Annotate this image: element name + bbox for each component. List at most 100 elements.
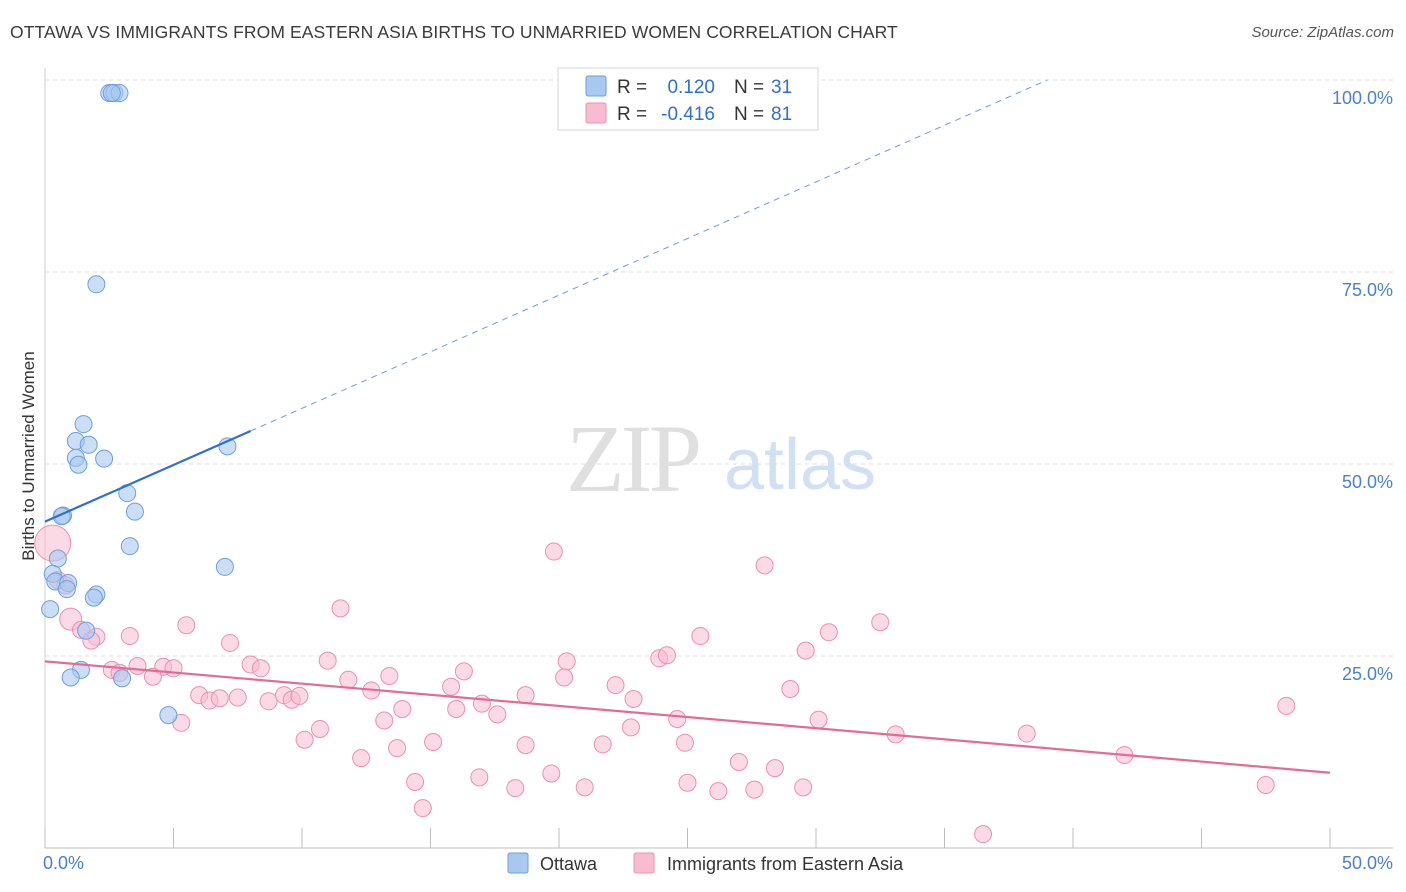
ottawa-point xyxy=(102,84,121,103)
immigrants-point xyxy=(470,768,489,787)
ottawa-point xyxy=(87,275,106,294)
legend-n-label-ottawa: N = xyxy=(734,77,764,98)
immigrants-point xyxy=(544,542,563,561)
immigrants-point xyxy=(624,690,643,709)
immigrants-point xyxy=(228,688,247,707)
legend-n-value-ottawa: 31 xyxy=(771,77,792,98)
immigrants-point xyxy=(454,662,473,681)
immigrants-point xyxy=(380,666,399,685)
immigrants-point xyxy=(1256,776,1275,795)
immigrants-point xyxy=(339,670,358,689)
immigrants-point xyxy=(657,646,676,665)
legend-r-label-immigrants: R = xyxy=(617,104,647,125)
legend-r-value-immigrants: -0.416 xyxy=(661,104,715,125)
x-tick-label-max: 50.0% xyxy=(1342,853,1393,873)
immigrants-points xyxy=(34,524,1296,844)
legend-r-value-ottawa: 0.120 xyxy=(667,77,715,98)
legend-n-value-immigrants: 81 xyxy=(771,104,792,125)
immigrants-point xyxy=(871,613,890,632)
immigrants-point xyxy=(593,735,612,754)
watermark-atlas: atlas xyxy=(724,425,876,505)
immigrants-point xyxy=(575,778,594,797)
immigrants-trend-line xyxy=(44,660,1331,774)
ottawa-point xyxy=(61,668,80,687)
immigrants-point xyxy=(424,733,443,752)
ottawa-point xyxy=(159,706,178,725)
x-tick-label-min: 0.0% xyxy=(43,853,84,873)
watermark: ZIP atlas xyxy=(566,405,876,512)
immigrants-point xyxy=(555,668,574,687)
immigrants-point xyxy=(352,749,371,768)
immigrants-point xyxy=(755,556,774,575)
legend-r-label-ottawa: R = xyxy=(617,77,647,98)
watermark-zip: ZIP xyxy=(566,405,699,512)
immigrants-point xyxy=(318,651,337,670)
grid-layer xyxy=(45,79,1393,657)
immigrants-point xyxy=(331,599,350,618)
axis-layer xyxy=(44,68,1393,849)
bottom-legend-swatch-ottawa xyxy=(507,852,529,874)
immigrants-point xyxy=(974,825,993,844)
y-tick-label: 25.0% xyxy=(1342,664,1393,684)
tick-labels: 25.0% 50.0% 75.0% 100.0% 0.0% 50.0% xyxy=(43,88,1393,873)
immigrants-point xyxy=(1277,696,1296,715)
ottawa-point xyxy=(41,600,60,619)
ottawa-point xyxy=(57,580,76,599)
immigrants-point xyxy=(796,641,815,660)
y-tick-label: 75.0% xyxy=(1342,280,1393,300)
ottawa-point xyxy=(120,537,139,556)
immigrants-point xyxy=(819,623,838,642)
immigrants-point xyxy=(488,705,507,724)
ottawa-point xyxy=(125,502,144,521)
ottawa-point xyxy=(69,455,88,474)
ottawa-point xyxy=(84,588,103,607)
correlation-legend: R = 0.120 N = 31 R = -0.416 N = 81 xyxy=(557,67,819,131)
ottawa-trend-extension xyxy=(250,79,1048,432)
bottom-legend-label-immigrants: Immigrants from Eastern Asia xyxy=(667,854,904,874)
y-tick-label: 50.0% xyxy=(1342,472,1393,492)
immigrants-point xyxy=(675,733,694,752)
immigrants-point xyxy=(809,710,828,729)
series-legend: Ottawa Immigrants from Eastern Asia xyxy=(507,852,904,874)
immigrants-point xyxy=(143,667,162,686)
immigrants-point xyxy=(516,736,535,755)
immigrants-point xyxy=(1017,724,1036,743)
immigrants-point xyxy=(765,759,784,778)
trend-layer xyxy=(44,79,1331,774)
chart-title: OTTAWA VS IMMIGRANTS FROM EASTERN ASIA B… xyxy=(10,22,898,42)
immigrants-point xyxy=(606,676,625,695)
immigrants-point xyxy=(668,709,687,728)
immigrants-point xyxy=(781,680,800,699)
immigrants-point xyxy=(516,686,535,705)
immigrants-point xyxy=(621,718,640,737)
immigrants-point xyxy=(447,699,466,718)
immigrants-point xyxy=(120,627,139,646)
immigrants-point xyxy=(406,772,425,791)
y-tick-label: 100.0% xyxy=(1332,88,1393,108)
immigrants-point xyxy=(210,689,229,708)
ottawa-point xyxy=(79,435,98,454)
immigrants-point xyxy=(506,779,525,798)
source-label: Source: ZipAtlas.com xyxy=(1251,24,1394,41)
ottawa-point xyxy=(113,669,132,688)
legend-n-label-immigrants: N = xyxy=(734,104,764,125)
immigrants-point xyxy=(290,686,309,705)
immigrants-point xyxy=(678,773,697,792)
immigrants-point xyxy=(393,699,412,718)
immigrants-point xyxy=(164,659,183,678)
immigrants-point xyxy=(259,692,278,711)
immigrants-point xyxy=(691,627,710,646)
immigrants-point xyxy=(310,719,329,738)
ottawa-point xyxy=(95,449,114,468)
immigrants-point xyxy=(251,659,270,678)
immigrants-point xyxy=(729,752,748,771)
immigrants-point xyxy=(375,711,394,730)
ottawa-point xyxy=(215,557,234,576)
immigrants-point xyxy=(442,677,461,696)
legend-swatch-immigrants xyxy=(585,102,607,124)
immigrants-point xyxy=(794,778,813,797)
bottom-legend-label-ottawa: Ottawa xyxy=(540,854,598,874)
ottawa-points xyxy=(41,84,237,725)
bottom-legend-swatch-immigrants xyxy=(633,852,655,874)
